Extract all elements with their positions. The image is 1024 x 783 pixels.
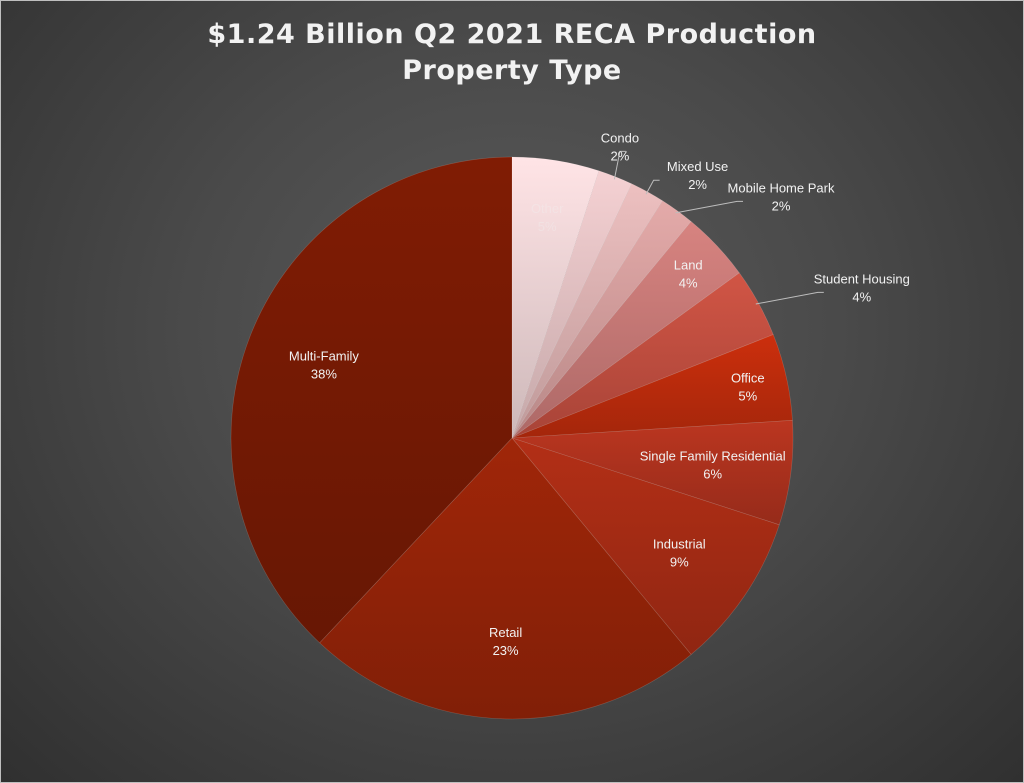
- pie-slice-mobile-home-park: [511, 200, 692, 439]
- slice-label-multi-family: Multi-Family: [289, 349, 360, 364]
- pie-slices: [230, 156, 794, 720]
- slice-value-mixed-use: 2%: [688, 177, 707, 192]
- chart-title: $1.24 Billion Q2 2021 RECA Production Pr…: [1, 17, 1023, 89]
- chart-title-line-1: $1.24 Billion Q2 2021 RECA Production: [207, 19, 817, 50]
- leader-lines: [613, 150, 824, 305]
- pie-slice-office: [511, 334, 793, 439]
- data-labels: Other 5% Condo 2% Mixed Use 2% Mobile Home Par…: [289, 130, 910, 658]
- slice-label-land: Land: [674, 258, 703, 273]
- slice-label-mobile-home-park: Mobile Home Park: [728, 180, 835, 195]
- slice-value-office: 5%: [738, 388, 757, 403]
- slice-label-office: Office: [731, 370, 765, 385]
- slice-label-single-family-residential: Single Family Residential: [640, 448, 786, 463]
- slice-label-mixed-use: Mixed Use: [667, 159, 728, 174]
- slice-value-multi-family: 38%: [311, 367, 337, 382]
- pie-slice-land: [511, 221, 740, 439]
- slice-label-student-housing: Student Housing: [814, 271, 910, 286]
- leader-line-condo: [613, 150, 626, 180]
- slice-value-student-housing: 4%: [852, 289, 871, 304]
- slice-label-retail: Retail: [489, 625, 522, 640]
- slice-value-single-family-residential: 6%: [703, 466, 722, 481]
- pie-slice-condo: [511, 170, 633, 439]
- slice-label-condo: Condo: [601, 130, 639, 145]
- pie-slice-other: [511, 156, 600, 439]
- leader-line-mobile-home-park: [675, 200, 743, 214]
- chart-title-line-2: Property Type: [402, 55, 622, 86]
- pie-slice-multi-family: [230, 156, 513, 644]
- slice-value-retail: 23%: [493, 643, 519, 658]
- pie-slice-retail: [319, 437, 692, 720]
- leader-line-student-housing: [755, 291, 824, 305]
- pie-slice-industrial: [511, 437, 780, 655]
- slice-value-mobile-home-park: 2%: [772, 198, 791, 213]
- pie-slice-single-family-residential: [511, 420, 794, 526]
- slice-value-other: 5%: [538, 219, 557, 234]
- leader-line-mixed-use: [645, 179, 660, 195]
- slice-value-industrial: 9%: [670, 555, 689, 570]
- slice-value-condo: 2%: [611, 148, 630, 163]
- slice-label-other: Other: [531, 201, 564, 216]
- slice-value-land: 4%: [679, 276, 698, 291]
- slice-label-industrial: Industrial: [653, 537, 706, 552]
- pie-slice-student-housing: [511, 272, 774, 439]
